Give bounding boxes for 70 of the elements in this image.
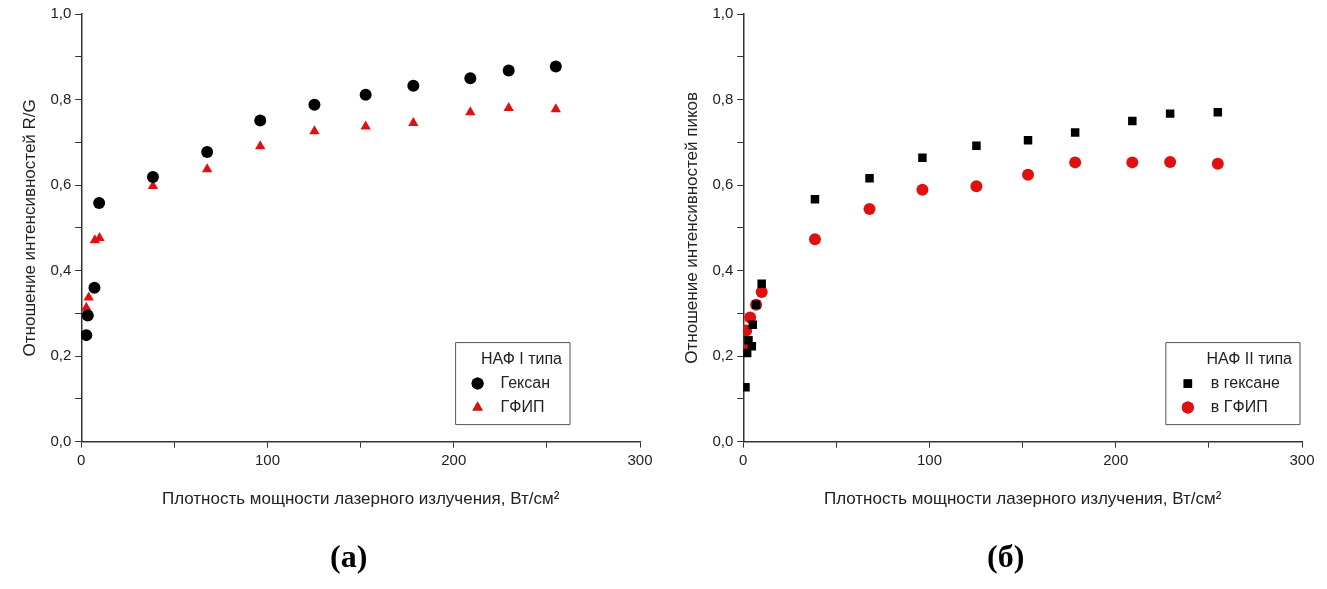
y-tick-label: 0,2 — [712, 346, 734, 364]
text: (а) — [330, 538, 368, 575]
x-axis-title: Плотность мощности лазерного излучения, Вт/см² — [161, 489, 560, 509]
legend-title: НАФ II типа — [1206, 350, 1293, 368]
legend-label: Гексан — [500, 374, 550, 392]
point — [808, 233, 821, 246]
point — [863, 202, 876, 215]
point — [81, 309, 94, 322]
point — [1165, 109, 1175, 118]
y-tick-label: 0,6 — [712, 175, 734, 193]
point — [93, 197, 106, 209]
point — [408, 117, 419, 127]
legend-label: в ГФИП — [1210, 398, 1268, 416]
point — [407, 79, 420, 92]
point — [1069, 156, 1082, 169]
point — [972, 141, 981, 150]
point — [918, 153, 927, 162]
x-tick-label: 300 — [1289, 450, 1315, 468]
y-tick-label: 0,8 — [50, 89, 72, 107]
point — [308, 98, 321, 111]
point — [88, 281, 101, 294]
y-tick-label: 0,6 — [50, 175, 72, 193]
text: (б) — [987, 538, 1025, 575]
y-tick-label: 0,8 — [712, 89, 734, 107]
x-tick-label: 100 — [916, 450, 943, 468]
point — [146, 170, 159, 183]
y-tick-label: 1,0 — [50, 4, 72, 22]
point — [503, 102, 514, 112]
point — [254, 114, 267, 127]
point — [1213, 108, 1223, 117]
point — [970, 180, 983, 193]
point — [464, 72, 477, 85]
legend-label: в гексане — [1210, 374, 1281, 392]
x-tick-label: 0 — [739, 450, 748, 468]
point — [201, 146, 214, 159]
point — [81, 329, 93, 342]
x-tick-label: 100 — [254, 450, 281, 468]
point — [1128, 116, 1137, 126]
point — [865, 173, 874, 183]
y-tick-label: 0,4 — [50, 260, 72, 278]
x-tick-label: 200 — [1103, 450, 1129, 468]
legend-title: НАФ I типа — [480, 350, 563, 368]
point — [1070, 128, 1080, 137]
point — [757, 279, 766, 289]
point — [550, 103, 562, 113]
point — [549, 60, 562, 73]
y-tick-label: 0,0 — [712, 431, 734, 449]
point — [1164, 155, 1177, 168]
x-tick-label: 200 — [441, 450, 467, 468]
x-tick-label: 300 — [627, 450, 653, 468]
point — [309, 125, 320, 135]
y-axis-title: Отношение интенсивностей R/G — [19, 99, 39, 357]
point — [916, 183, 929, 196]
point — [1022, 168, 1035, 181]
x-tick-label: 0 — [77, 450, 86, 468]
y-tick-label: 0,0 — [50, 431, 72, 449]
point — [255, 140, 266, 150]
y-tick-label: 0,2 — [50, 346, 72, 364]
x-axis-title: Плотность мощности лазерного излучения, Вт/см² — [823, 489, 1222, 509]
point — [1126, 156, 1139, 169]
point — [1211, 157, 1224, 170]
y-tick-label: 0,4 — [712, 260, 734, 278]
y-axis-title: Отношение интенсивностей пиков — [681, 91, 701, 364]
y-tick-label: 1,0 — [712, 4, 734, 22]
point — [743, 383, 750, 392]
point — [465, 106, 476, 116]
point — [502, 64, 515, 77]
point — [359, 88, 372, 101]
legend-label: ГФИП — [500, 398, 545, 416]
point — [201, 163, 213, 173]
